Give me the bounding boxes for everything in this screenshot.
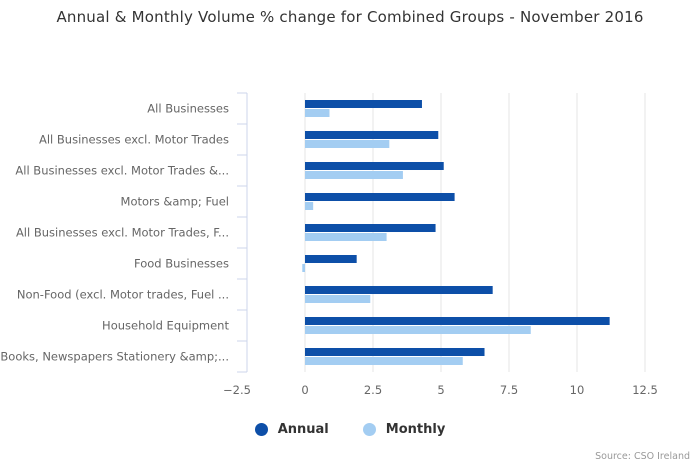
legend-marker-monthly [362,423,376,436]
bar-monthly[interactable] [305,295,371,303]
bar-annual[interactable] [305,193,455,201]
bar-annual[interactable] [305,286,493,294]
bar-chart: −2.5 0 2.5 5 7.5 10 12.5 All Businesses All Busi… [0,92,658,398]
legend-marker-annual [254,423,268,436]
category-label: All Businesses excl. Motor Trades &... [15,164,229,178]
bar-monthly[interactable] [305,202,314,210]
bar-annual[interactable] [305,131,439,139]
bars-layer [302,100,610,365]
chart-title: Annual & Monthly Volume % change for Com… [56,8,644,26]
bar-annual[interactable] [305,162,444,170]
bar-monthly[interactable] [305,171,403,179]
x-tick-label: 10 [570,383,585,397]
bar-monthly[interactable] [305,140,390,148]
legend-label-monthly: Monthly [385,422,446,437]
category-label: Food Businesses [134,257,229,271]
grid-layer [304,93,646,372]
legend: Annual Monthly [0,422,700,437]
category-label: Motors &amp; Fuel [121,195,229,209]
category-label: Non-Food (excl. Motor trades, Fuel ... [17,288,229,302]
x-tick-label: −2.5 [223,383,251,397]
bar-annual[interactable] [305,317,610,325]
legend-item-monthly[interactable]: Monthly [362,422,446,437]
bar-monthly[interactable] [305,233,387,241]
bar-annual[interactable] [305,348,485,356]
x-tick-label: 12.5 [632,383,658,397]
bar-monthly[interactable] [305,326,531,334]
x-tick-label: 2.5 [364,383,382,397]
x-tick-label: 7.5 [500,383,518,397]
category-label: All Businesses [147,102,229,116]
legend-label-annual: Annual [277,422,329,437]
credits[interactable]: Source: CSO Ireland [595,451,690,462]
x-tick-label: 5 [437,383,444,397]
bar-annual[interactable] [305,224,436,232]
category-label: All Businesses excl. Motor Trades, F... [16,226,229,240]
bar-annual[interactable] [305,255,357,263]
category-label: Household Equipment [102,319,229,333]
category-label: All Businesses excl. Motor Trades [39,133,229,147]
bar-monthly[interactable] [302,264,305,272]
legend-item-annual[interactable]: Annual [254,422,329,437]
labels-layer: −2.5 0 2.5 5 7.5 10 12.5 All Businesses All Busi… [0,102,657,398]
bar-monthly[interactable] [305,357,463,365]
category-label: Books, Newspapers Stationery &amp;... [0,350,229,364]
bar-annual[interactable] [305,100,422,108]
axis-layer [237,92,248,373]
x-tick-label: 0 [301,383,308,397]
bar-monthly[interactable] [305,109,330,117]
